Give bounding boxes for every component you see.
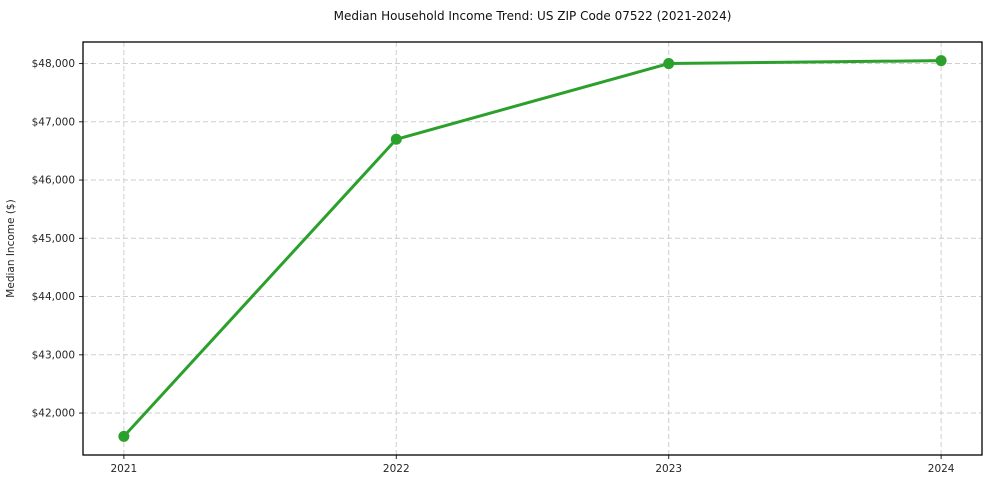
chart-title: Median Household Income Trend: US ZIP Co… <box>334 9 732 23</box>
x-tick-label: 2023 <box>655 463 682 475</box>
y-tick-label: $47,000 <box>32 116 75 128</box>
data-point-marker <box>118 430 130 442</box>
data-point-marker <box>390 133 402 145</box>
data-point-marker <box>935 55 947 67</box>
y-tick-label: $43,000 <box>32 349 75 361</box>
x-tick-label: 2024 <box>928 463 955 475</box>
plot-border <box>82 41 983 456</box>
x-tick-label: 2021 <box>110 463 137 475</box>
x-tick-label: 2022 <box>383 463 410 475</box>
data-point-marker <box>663 58 675 70</box>
y-tick-label: $45,000 <box>32 233 75 245</box>
y-tick-label: $44,000 <box>32 291 75 303</box>
y-tick-label: $46,000 <box>32 175 75 187</box>
y-tick-label: $42,000 <box>32 408 75 420</box>
trend-line <box>122 59 943 438</box>
y-tick-label: $48,000 <box>32 58 75 70</box>
y-axis-label: Median Income ($) <box>5 199 17 297</box>
